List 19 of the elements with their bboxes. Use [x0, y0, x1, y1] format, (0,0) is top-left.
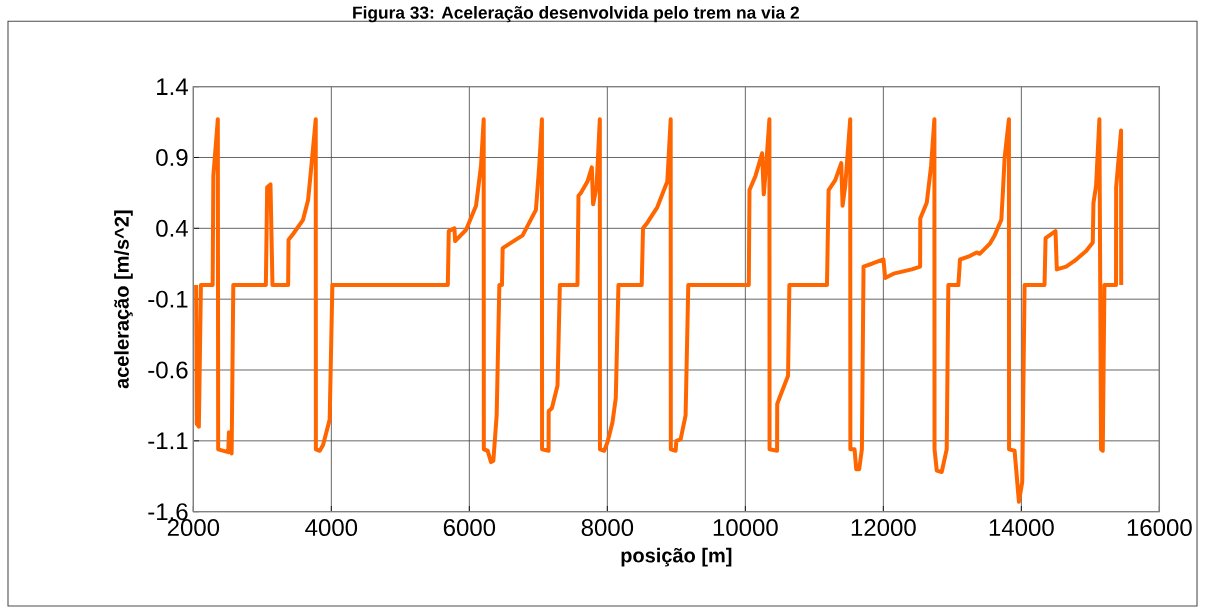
y-tick-label: 0.4: [156, 219, 188, 237]
y-tick-label: -0.6: [148, 361, 188, 379]
x-tick-label: 4000: [305, 519, 358, 537]
y-tick-label: -1.6: [148, 503, 188, 521]
x-tick-label: 16000: [1127, 519, 1192, 537]
x-tick-label: 14000: [989, 519, 1054, 537]
chart-title: Figura 33: Aceleração desenvolvida pelo trem na via 2: [353, 6, 799, 23]
y-tick-label: -1.1: [148, 432, 188, 450]
y-tick-label: -0.1: [148, 290, 188, 308]
y-tick-label: 1.4: [157, 78, 188, 95]
line-series: [194, 117, 1124, 504]
x-tick-label: 6000: [443, 519, 496, 537]
x-tick-label: 12000: [851, 519, 916, 537]
x-axis-title: posição [m]: [621, 547, 732, 567]
x-tick-label: 8000: [581, 519, 634, 537]
x-tick-label: 2000: [167, 519, 220, 537]
y-axis-title: aceleração [m/s^2]: [114, 210, 133, 389]
x-tick-label: 10000: [713, 519, 778, 537]
y-tick-label: 0.9: [156, 148, 188, 166]
